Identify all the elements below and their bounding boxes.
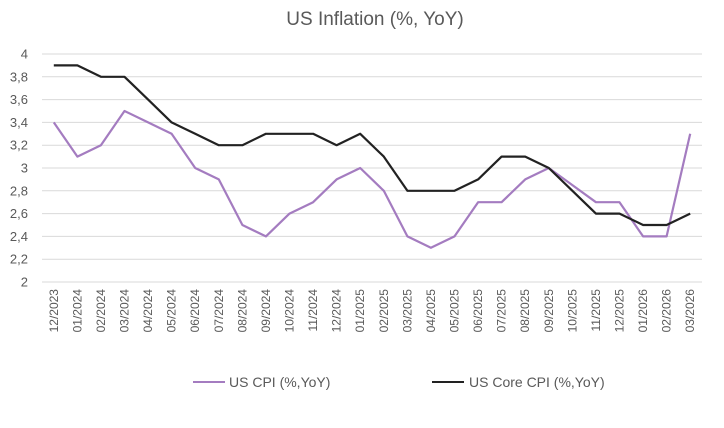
x-tick-label: 09/2024	[259, 289, 273, 333]
x-tick-label: 04/2025	[424, 289, 438, 333]
series-line-us-cpi	[52, 109, 692, 249]
x-tick-label: 01/2024	[70, 289, 84, 333]
x-tick-label: 09/2025	[542, 289, 556, 333]
x-tick-label: 02/2024	[94, 289, 108, 333]
y-tick-label: 3,6	[10, 92, 28, 107]
x-tick-label: 12/2023	[47, 289, 61, 333]
x-tick-label: 05/2025	[448, 289, 462, 333]
x-tick-label: 12/2025	[613, 289, 627, 333]
series-line-us-core-cpi	[53, 64, 691, 227]
x-tick-label: 06/2024	[188, 289, 202, 333]
y-tick-label: 2,4	[10, 229, 28, 244]
x-tick-label: 11/2025	[589, 289, 603, 332]
x-tick-label: 10/2024	[283, 289, 297, 333]
x-tick-label: 01/2025	[353, 289, 367, 333]
y-tick-label: 2,8	[10, 183, 28, 198]
x-tick-label: 10/2025	[565, 289, 579, 333]
legend-label-us-core-cpi: US Core CPI (%,YoY)	[469, 374, 605, 390]
x-tick-label: 03/2024	[118, 289, 132, 333]
x-tick-label: 12/2024	[330, 289, 344, 333]
y-tick-label: 3,8	[10, 69, 28, 84]
x-tick-label: 05/2024	[165, 289, 179, 333]
x-tick-label: 01/2026	[636, 289, 650, 333]
x-tick-label: 02/2026	[660, 289, 674, 333]
x-tick-label: 03/2025	[400, 289, 414, 333]
y-tick-label: 4	[21, 47, 28, 62]
legend-label-us-cpi: US CPI (%,YoY)	[229, 374, 330, 390]
x-axis-ticks: 12/2023 01/2024 02/2024 03/2024 04/2024 05/20…	[47, 289, 697, 333]
y-tick-label: 2,2	[10, 252, 28, 267]
x-tick-label: 07/2025	[495, 289, 509, 333]
x-tick-label: 06/2025	[471, 289, 485, 333]
x-tick-label: 11/2024	[306, 289, 320, 332]
x-tick-label: 04/2024	[141, 289, 155, 333]
x-tick-label: 02/2025	[377, 289, 391, 333]
y-tick-label: 2,6	[10, 206, 28, 221]
x-tick-label: 08/2024	[235, 289, 249, 333]
y-tick-label: 3,2	[10, 138, 28, 153]
x-tick-label: 07/2024	[212, 289, 226, 333]
gridlines	[42, 53, 702, 283]
x-tick-label: 03/2026	[683, 289, 697, 333]
y-axis-ticks: 2 2,2 2,4 2,6 2,8 3 3,2 3,4 3,6 3,8 4	[10, 47, 28, 290]
x-tick-label: 08/2025	[518, 289, 532, 333]
series-lines	[52, 64, 692, 249]
y-tick-label: 3	[21, 161, 28, 176]
y-tick-label: 2	[21, 275, 28, 290]
y-tick-label: 3,4	[10, 115, 28, 130]
chart-title: US Inflation (%, YoY)	[286, 9, 463, 30]
legend: US CPI (%,YoY) US Core CPI (%,YoY)	[193, 374, 605, 390]
